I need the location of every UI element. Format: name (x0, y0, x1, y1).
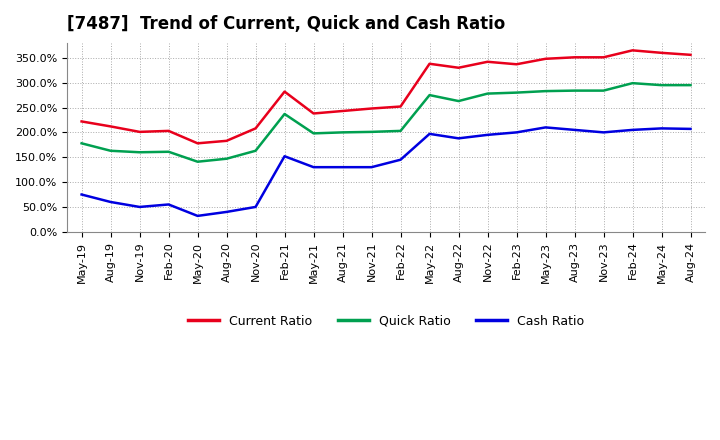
Quick Ratio (426, 92, 434, 98)
Current Ratio (77, 119, 86, 124)
Cash Ratio (280, 154, 289, 159)
Current Ratio (426, 61, 434, 66)
Quick Ratio (251, 148, 260, 154)
Cash Ratio (541, 125, 550, 130)
Quick Ratio (367, 129, 376, 135)
Current Ratio (657, 50, 666, 55)
Quick Ratio (222, 156, 231, 161)
Current Ratio (628, 48, 636, 53)
Cash Ratio (628, 127, 636, 132)
Quick Ratio (541, 88, 550, 94)
Cash Ratio (107, 199, 115, 205)
Quick Ratio (309, 131, 318, 136)
Line: Current Ratio: Current Ratio (81, 50, 690, 143)
Current Ratio (367, 106, 376, 111)
Quick Ratio (454, 99, 463, 104)
Current Ratio (541, 56, 550, 62)
Quick Ratio (483, 91, 492, 96)
Current Ratio (251, 126, 260, 131)
Current Ratio (280, 89, 289, 94)
Current Ratio (164, 128, 173, 133)
Cash Ratio (657, 126, 666, 131)
Current Ratio (454, 65, 463, 70)
Cash Ratio (570, 127, 579, 132)
Current Ratio (396, 104, 405, 109)
Current Ratio (686, 52, 695, 58)
Quick Ratio (599, 88, 608, 93)
Quick Ratio (628, 81, 636, 86)
Quick Ratio (657, 83, 666, 88)
Text: [7487]  Trend of Current, Quick and Cash Ratio: [7487] Trend of Current, Quick and Cash … (67, 15, 505, 33)
Quick Ratio (570, 88, 579, 93)
Cash Ratio (454, 136, 463, 141)
Cash Ratio (222, 209, 231, 215)
Cash Ratio (686, 126, 695, 132)
Legend: Current Ratio, Quick Ratio, Cash Ratio: Current Ratio, Quick Ratio, Cash Ratio (183, 310, 589, 333)
Cash Ratio (396, 157, 405, 162)
Current Ratio (599, 55, 608, 60)
Quick Ratio (77, 141, 86, 146)
Current Ratio (483, 59, 492, 64)
Line: Cash Ratio: Cash Ratio (81, 128, 690, 216)
Cash Ratio (77, 192, 86, 197)
Cash Ratio (426, 131, 434, 136)
Cash Ratio (512, 130, 521, 135)
Quick Ratio (686, 83, 695, 88)
Line: Quick Ratio: Quick Ratio (81, 83, 690, 162)
Cash Ratio (193, 213, 202, 219)
Current Ratio (107, 124, 115, 129)
Cash Ratio (251, 204, 260, 209)
Current Ratio (222, 138, 231, 143)
Current Ratio (135, 129, 144, 135)
Quick Ratio (107, 148, 115, 154)
Quick Ratio (396, 128, 405, 133)
Cash Ratio (338, 165, 347, 170)
Cash Ratio (599, 130, 608, 135)
Quick Ratio (280, 111, 289, 117)
Cash Ratio (309, 165, 318, 170)
Quick Ratio (338, 130, 347, 135)
Current Ratio (570, 55, 579, 60)
Current Ratio (512, 62, 521, 67)
Quick Ratio (193, 159, 202, 165)
Current Ratio (309, 111, 318, 116)
Cash Ratio (367, 165, 376, 170)
Quick Ratio (164, 149, 173, 154)
Quick Ratio (135, 150, 144, 155)
Cash Ratio (164, 202, 173, 207)
Cash Ratio (483, 132, 492, 138)
Quick Ratio (512, 90, 521, 95)
Current Ratio (338, 108, 347, 114)
Current Ratio (193, 141, 202, 146)
Cash Ratio (135, 204, 144, 209)
